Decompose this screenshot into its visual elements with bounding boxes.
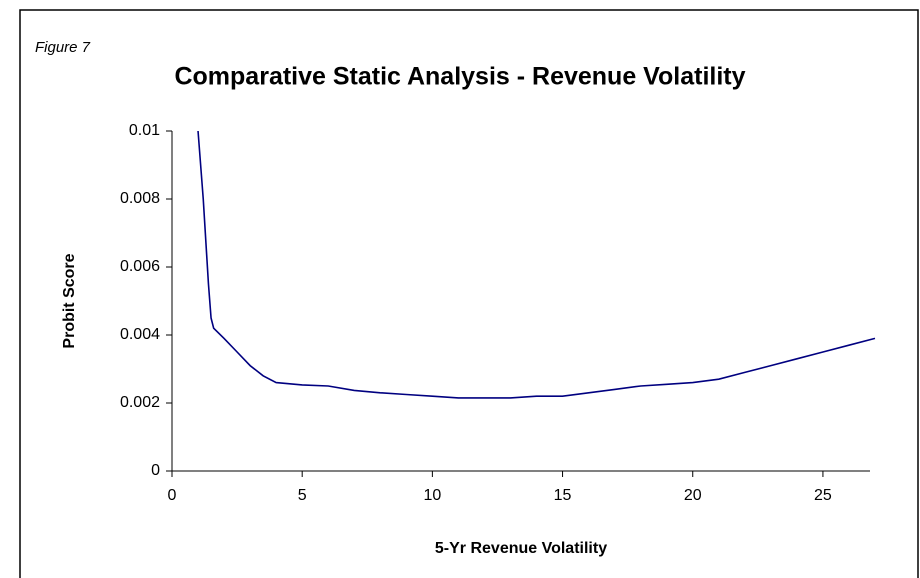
frame <box>19 9 919 578</box>
y-axis-label: Probit Score <box>61 253 78 348</box>
y-tick-label: 0.002 <box>120 394 160 411</box>
x-axis-label: 5-Yr Revenue Volatility <box>435 540 607 557</box>
x-tick-label: 0 <box>168 487 177 504</box>
x-tick-label: 25 <box>814 487 832 504</box>
chart-title: Comparative Static Analysis - Revenue Vo… <box>174 63 745 91</box>
y-tick-label: 0.006 <box>120 258 160 275</box>
y-tick-label: 0.01 <box>129 122 160 139</box>
y-tick-label: 0.004 <box>120 326 160 343</box>
figure-label: Figure 7 <box>35 39 91 56</box>
x-tick-label: 15 <box>554 487 572 504</box>
x-tick-label: 10 <box>423 487 441 504</box>
y-tick-label: 0 <box>151 462 160 479</box>
x-tick-label: 20 <box>684 487 702 504</box>
line <box>197 130 876 399</box>
x-tick-label: 5 <box>298 487 307 504</box>
y-tick-label: 0.008 <box>120 190 160 207</box>
